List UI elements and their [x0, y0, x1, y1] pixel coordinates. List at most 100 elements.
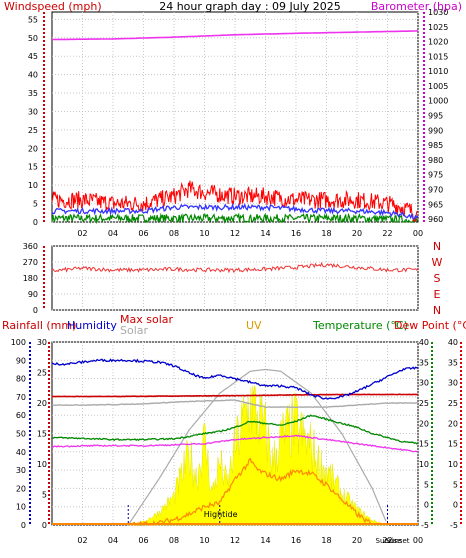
- temp-x-tick-label: 00: [413, 536, 423, 545]
- wind-x-tick-label: 16: [291, 229, 301, 238]
- rain-y-tick-label: 15: [37, 430, 47, 439]
- wind-direction-line: [51, 261, 419, 274]
- baro-y-tick-label: 1000: [428, 97, 448, 106]
- wind-x-tick-label: 08: [169, 229, 179, 238]
- wind-y-tick-label: 50: [28, 34, 38, 43]
- dew-y-tick-label: -5: [450, 521, 458, 530]
- rain-y-tick-label: 20: [37, 399, 47, 408]
- wind-y-tick-label: 10: [28, 181, 38, 190]
- uv-line: [127, 457, 373, 527]
- baro-axis-title: Barometer (hpa): [371, 0, 462, 13]
- baro-y-tick-label: 1030: [428, 8, 448, 17]
- temp-x-tick-label: 20: [352, 536, 362, 545]
- wind-y-tick-label: 40: [28, 71, 38, 80]
- humidity-y-tick-label: 80: [16, 375, 26, 384]
- dew-y-tick-label: 20: [448, 419, 458, 428]
- humidity-y-tick-label: 70: [16, 393, 26, 402]
- chart-title: 24 hour graph day : 09 July 2025: [159, 0, 341, 13]
- dew-y-tick-label: 5: [453, 480, 458, 489]
- temp-y-tick-label: 5: [424, 480, 429, 489]
- dew-y-tick-label: 30: [448, 379, 458, 388]
- wind-x-tick-label: 20: [352, 229, 362, 238]
- wind-gust-line: [51, 180, 418, 223]
- rain-y-tick-label: 5: [42, 491, 47, 500]
- direction-compass-label: W: [432, 256, 443, 269]
- legend-maxsolar: Max solar: [120, 313, 173, 326]
- direction-compass-label: E: [434, 288, 441, 301]
- temp-x-tick-label: 04: [108, 536, 118, 545]
- solar-grey-line: [51, 399, 419, 409]
- rain-y-tick-label: 30: [37, 338, 47, 347]
- baro-y-tick-label: 985: [428, 141, 443, 150]
- direction-y-tick-label: 360: [23, 242, 38, 251]
- direction-compass-label: S: [434, 272, 441, 285]
- temp-x-tick-label: 18: [321, 536, 331, 545]
- wind-y-tick-label: 55: [28, 15, 38, 24]
- baro-y-tick-label: 1015: [428, 52, 448, 61]
- dew-y-tick-label: 35: [448, 358, 458, 367]
- temperature-line: [51, 414, 419, 445]
- humidity-y-tick-label: 10: [16, 503, 26, 512]
- wind-x-tick-label: 18: [321, 229, 331, 238]
- baro-y-tick-label: 1005: [428, 82, 448, 91]
- wind-y-tick-label: 0: [33, 218, 38, 227]
- dew-y-tick-label: 10: [448, 460, 458, 469]
- humidity-y-tick-label: 0: [21, 521, 26, 530]
- dew-y-tick-label: 0: [453, 501, 458, 510]
- temp-y-tick-label: 20: [419, 419, 429, 428]
- direction-compass-label: N: [433, 240, 441, 253]
- temp-x-tick-label: 22: [382, 536, 392, 545]
- legend-uv: UV: [246, 319, 262, 332]
- barometer-line: [52, 30, 419, 41]
- temp-y-tick-label: 0: [424, 501, 429, 510]
- temp-x-tick-label: 02: [77, 536, 87, 545]
- wind-x-tick-label: 04: [108, 229, 118, 238]
- temp-x-tick-label: 10: [199, 536, 209, 545]
- baro-y-tick-label: 1020: [428, 38, 448, 47]
- baro-y-tick-label: 1025: [428, 23, 448, 32]
- wind-x-tick-label: 10: [199, 229, 209, 238]
- dew-y-tick-label: 40: [448, 338, 458, 347]
- baro-y-tick-label: 965: [428, 200, 443, 209]
- temp-y-tick-label: 40: [419, 338, 429, 347]
- temp-x-tick-label: 06: [138, 536, 148, 545]
- baro-y-tick-label: 990: [428, 126, 443, 135]
- wind-x-tick-label: 06: [138, 229, 148, 238]
- wind-axis-title: Windspeed (mph): [4, 0, 102, 13]
- wind-x-tick-label: 02: [77, 229, 87, 238]
- wind-x-tick-label: 12: [230, 229, 240, 238]
- wind-y-tick-label: 25: [28, 126, 38, 135]
- temp-y-tick-label: 15: [419, 440, 429, 449]
- solar-area: [128, 385, 388, 526]
- direction-y-tick-label: 0: [33, 306, 38, 315]
- temp-x-tick-label: 12: [230, 536, 240, 545]
- humidity-y-tick-label: 90: [16, 356, 26, 365]
- humidity-y-tick-label: 30: [16, 466, 26, 475]
- wind-calm-line: [51, 212, 419, 225]
- temp-y-tick-label: 30: [419, 379, 429, 388]
- max-solar-curve: [127, 368, 387, 526]
- wind-y-tick-label: 20: [28, 144, 38, 153]
- legend-solar: Solar: [120, 324, 149, 337]
- direction-y-tick-label: 180: [23, 274, 38, 283]
- wind-x-tick-label: 14: [260, 229, 270, 238]
- wind-average-line: [51, 202, 419, 220]
- rain-y-tick-label: 10: [37, 460, 47, 469]
- temp-x-tick-label: 16: [291, 536, 301, 545]
- legend-temperature: Temperature (°C): [312, 319, 408, 332]
- direction-compass-label: N: [433, 304, 441, 317]
- wind-y-tick-label: 5: [33, 200, 38, 209]
- temp-x-tick-label: 08: [169, 536, 179, 545]
- temp-y-tick-label: 35: [419, 358, 429, 367]
- humidity-y-tick-label: 40: [16, 448, 26, 457]
- baro-y-tick-label: 970: [428, 185, 443, 194]
- temp-y-tick-label: 25: [419, 399, 429, 408]
- dew-y-tick-label: 15: [448, 440, 458, 449]
- direction-y-tick-label: 270: [23, 258, 38, 267]
- baro-y-tick-label: 995: [428, 112, 443, 121]
- baro-y-tick-label: 980: [428, 156, 443, 165]
- baro-y-tick-label: 1010: [428, 67, 448, 76]
- rain-y-tick-label: 25: [37, 369, 47, 378]
